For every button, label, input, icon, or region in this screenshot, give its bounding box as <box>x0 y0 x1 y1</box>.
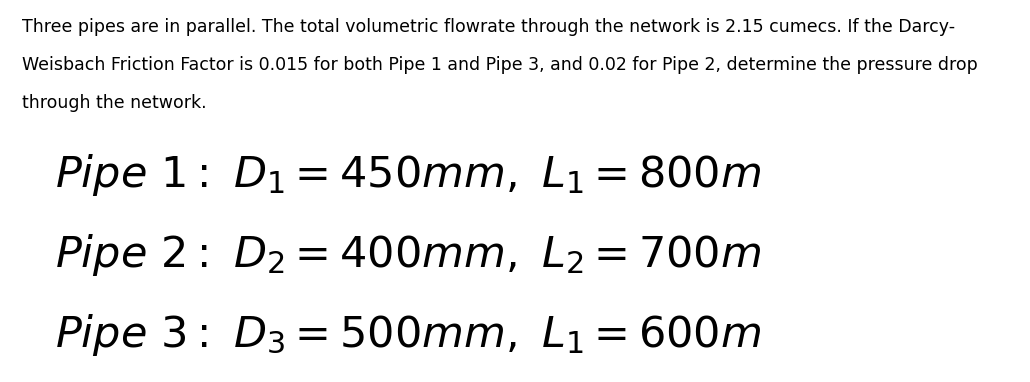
Text: $\mathit{Pipe\ 2:}\ D_2 = 400mm,\ L_2 = 700m$: $\mathit{Pipe\ 2:}\ D_2 = 400mm,\ L_2 = … <box>55 232 761 278</box>
Text: $\mathit{Pipe\ 1:}\ D_1 = 450mm,\ L_1 = 800m$: $\mathit{Pipe\ 1:}\ D_1 = 450mm,\ L_1 = … <box>55 152 761 198</box>
Text: $\mathit{Pipe\ 3:}\ D_3 = 500mm,\ L_1 = 600m$: $\mathit{Pipe\ 3:}\ D_3 = 500mm,\ L_1 = … <box>55 312 761 358</box>
Text: Weisbach Friction Factor is 0.015 for both Pipe 1 and Pipe 3, and 0.02 for Pipe : Weisbach Friction Factor is 0.015 for bo… <box>22 56 977 74</box>
Text: Three pipes are in parallel. The total volumetric flowrate through the network i: Three pipes are in parallel. The total v… <box>22 18 955 36</box>
Text: through the network.: through the network. <box>22 94 207 112</box>
